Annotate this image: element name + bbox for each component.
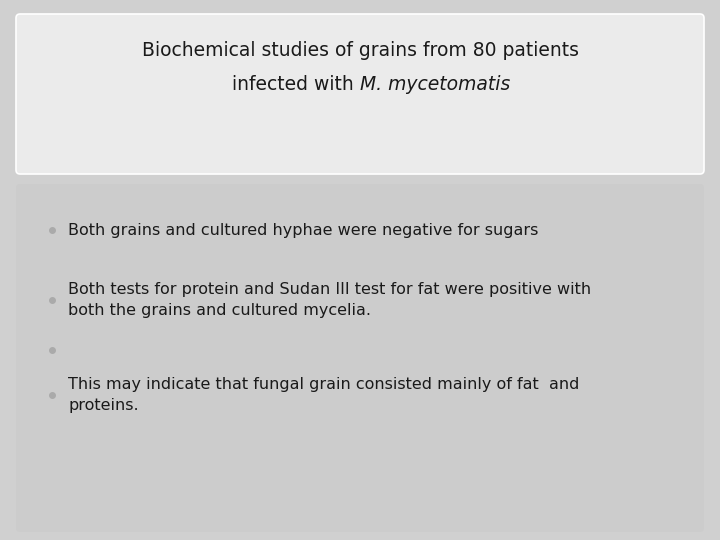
Text: This may indicate that fungal grain consisted mainly of fat  and
proteins.: This may indicate that fungal grain cons… [68, 377, 580, 413]
FancyBboxPatch shape [16, 184, 704, 532]
Text: Biochemical studies of grains from 80 patients: Biochemical studies of grains from 80 pa… [142, 40, 578, 59]
Text: M. mycetomatis: M. mycetomatis [360, 76, 510, 94]
FancyBboxPatch shape [16, 14, 704, 174]
Text: Both tests for protein and Sudan III test for fat were positive with
both the gr: Both tests for protein and Sudan III tes… [68, 282, 591, 318]
Text: infected with: infected with [233, 76, 360, 94]
Text: Both grains and cultured hyphae were negative for sugars: Both grains and cultured hyphae were neg… [68, 222, 539, 238]
